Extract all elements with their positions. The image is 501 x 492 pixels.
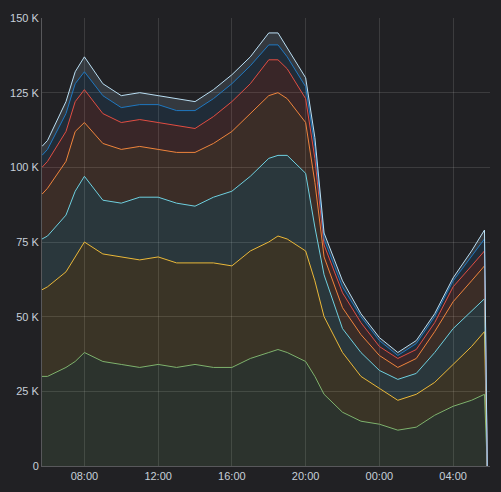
svg-text:125 K: 125 K [10,87,39,99]
svg-text:100 K: 100 K [10,161,39,173]
svg-text:150 K: 150 K [10,12,39,24]
svg-text:08:00: 08:00 [71,470,99,482]
svg-text:50 K: 50 K [16,311,39,323]
svg-text:16:00: 16:00 [218,470,246,482]
svg-text:04:00: 04:00 [439,470,467,482]
svg-text:75 K: 75 K [16,236,39,248]
svg-text:20:00: 20:00 [292,470,320,482]
svg-text:12:00: 12:00 [144,470,172,482]
svg-text:25 K: 25 K [16,385,39,397]
svg-text:0: 0 [33,460,39,472]
svg-text:00:00: 00:00 [366,470,394,482]
